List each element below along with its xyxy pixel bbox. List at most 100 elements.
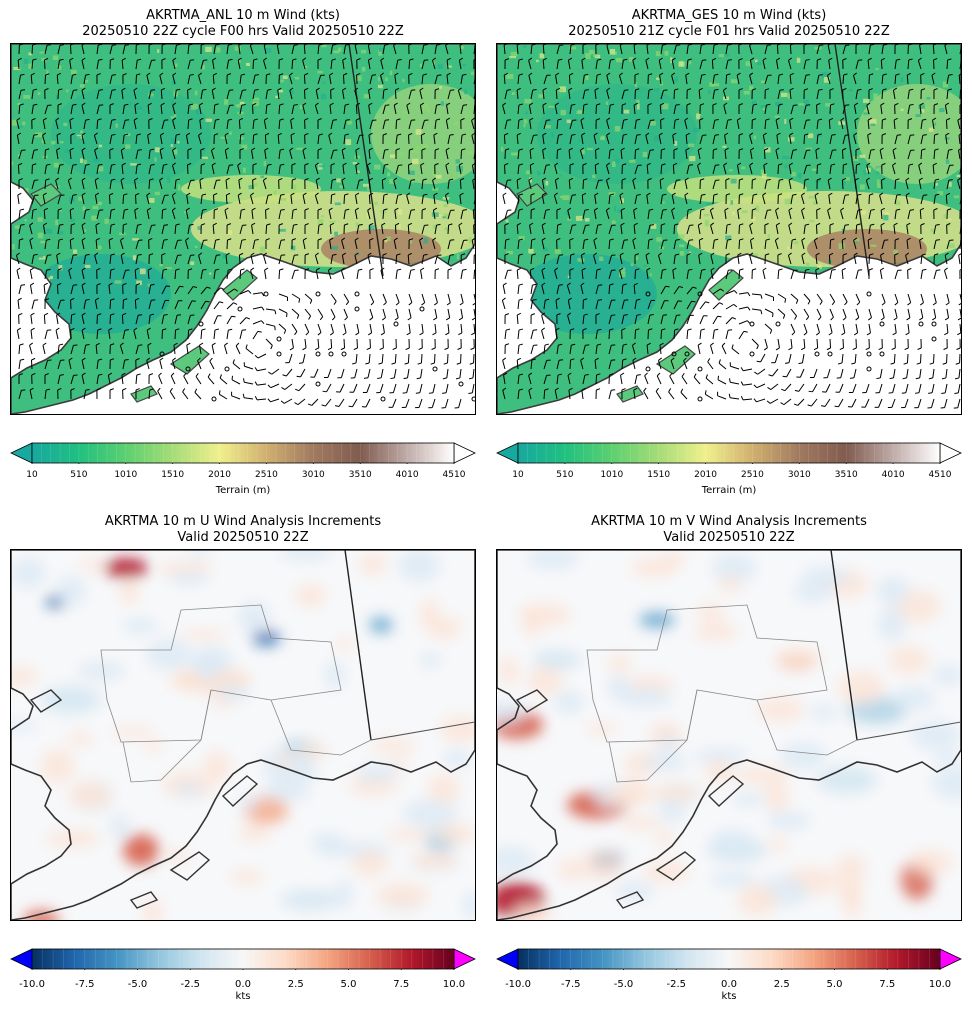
- wind-barb: [226, 330, 229, 340]
- wind-barb: [327, 270, 332, 280]
- wind-barb: [880, 209, 883, 220]
- wind-barb: [932, 164, 935, 175]
- wind-barb-flag: [186, 132, 191, 136]
- wind-barb: [174, 179, 177, 190]
- wind-barb-flag: [233, 302, 238, 305]
- wind-barb-flag: [186, 342, 191, 346]
- wind-barb-flag: [804, 133, 809, 136]
- wind-barb: [226, 315, 232, 325]
- terrain-pixel: [751, 216, 756, 222]
- terrain-pixel: [426, 107, 430, 113]
- terrain-pixel: [947, 218, 952, 221]
- wind-barb-flag: [422, 178, 427, 181]
- colorbar-label: Terrain (m): [701, 485, 757, 496]
- wind-barb: [503, 44, 506, 55]
- wind-barb-flag: [502, 282, 507, 286]
- wind-barb: [881, 308, 885, 318]
- wind-barb: [892, 383, 896, 393]
- wind-barb-flag: [124, 329, 129, 331]
- wind-barbs: [501, 44, 961, 409]
- wind-barb-flag: [556, 237, 561, 241]
- terrain-pixel: [928, 127, 934, 132]
- wind-barb: [446, 368, 449, 378]
- wind-barb: [647, 120, 651, 130]
- wind-barb: [446, 75, 449, 85]
- wind-barb: [542, 59, 545, 70]
- wind-barb-flag: [290, 117, 295, 121]
- wind-barb-flag: [149, 148, 155, 151]
- wind-barb-flag: [687, 88, 692, 91]
- terrain-pixel: [205, 46, 212, 52]
- wind-barb-flag: [332, 178, 337, 181]
- terrain-pixel: [234, 46, 241, 51]
- wind-barb: [812, 383, 818, 393]
- wind-barb: [946, 150, 950, 160]
- wind-barb-flag: [32, 163, 37, 166]
- terrain-pixel: [412, 147, 415, 151]
- wind-barb-flag: [472, 178, 475, 181]
- colorbar-tick-label: -2.5: [180, 979, 201, 990]
- wind-barb-flag: [109, 103, 114, 106]
- wind-barb: [159, 360, 163, 370]
- wind-barb: [356, 180, 360, 190]
- wind-barb-flag: [421, 148, 426, 151]
- terrain-pixel: [811, 168, 818, 171]
- wind-barb-flag: [869, 193, 874, 196]
- wind-barb: [291, 105, 295, 115]
- terrain-pixel: [616, 57, 623, 63]
- wind-barb-flag: [395, 148, 400, 151]
- terrain-pixel: [620, 198, 625, 204]
- wind-barb: [251, 210, 254, 220]
- wind-barb-flag: [219, 301, 224, 304]
- wind-barb: [69, 209, 72, 220]
- wind-barb: [660, 285, 666, 295]
- wind-barb: [460, 149, 463, 160]
- terrain-pixel: [292, 77, 296, 81]
- wind-barb-flag: [828, 57, 833, 61]
- wind-barb-flag: [147, 267, 152, 271]
- wind-barb-flag: [32, 58, 37, 61]
- wind-barb: [42, 345, 46, 355]
- wind-barb: [356, 270, 359, 280]
- terrain-pixel: [415, 145, 422, 150]
- wind-barb-flag: [530, 162, 535, 166]
- terrain-pixel: [509, 55, 517, 59]
- wind-barb-flag: [554, 162, 559, 166]
- wind-barb: [57, 300, 62, 310]
- wind-barb-flag: [737, 207, 742, 211]
- wind-barb: [210, 150, 215, 160]
- wind-barb: [503, 375, 506, 385]
- wind-barb-flag: [395, 87, 400, 91]
- colorbar-label: kts: [235, 991, 251, 1002]
- wind-barb: [712, 240, 715, 250]
- wind-barb: [18, 285, 22, 295]
- colorbar-tick-label: 10.0: [442, 979, 466, 990]
- wind-barb: [44, 270, 48, 280]
- wind-barb-flag: [20, 358, 25, 361]
- wind-barb-flag: [776, 222, 780, 226]
- wind-barb-flag: [380, 332, 385, 336]
- wind-barb: [342, 90, 345, 100]
- wind-barb-flag: [331, 193, 336, 196]
- wind-barb: [621, 345, 624, 355]
- terrain-pixel: [890, 271, 895, 276]
- wind-barb: [517, 285, 520, 295]
- region-boundary: [608, 689, 698, 783]
- wind-barb-flag: [33, 149, 39, 151]
- wind-barb-flag: [502, 357, 507, 361]
- wind-barb-flag: [108, 372, 113, 376]
- wind-barb-flag: [732, 317, 737, 320]
- increment-noise: [68, 781, 112, 810]
- terrain-pixel: [787, 246, 791, 250]
- wind-barb-flag: [853, 72, 857, 76]
- terrain-pixel: [402, 111, 407, 114]
- wind-barb: [135, 345, 139, 355]
- wind-barb: [632, 180, 636, 190]
- wind-barb: [946, 308, 950, 318]
- wind-barb: [504, 270, 509, 280]
- terrain-pixel: [660, 81, 663, 86]
- wind-barb-flag: [915, 377, 920, 380]
- wind-barb-flag: [935, 224, 940, 226]
- wind-barb-flag: [58, 238, 63, 241]
- wind-barb: [146, 360, 150, 370]
